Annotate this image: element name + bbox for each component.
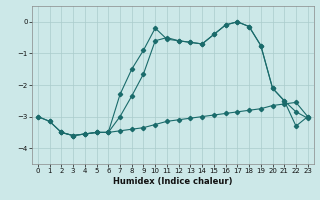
X-axis label: Humidex (Indice chaleur): Humidex (Indice chaleur)	[113, 177, 233, 186]
